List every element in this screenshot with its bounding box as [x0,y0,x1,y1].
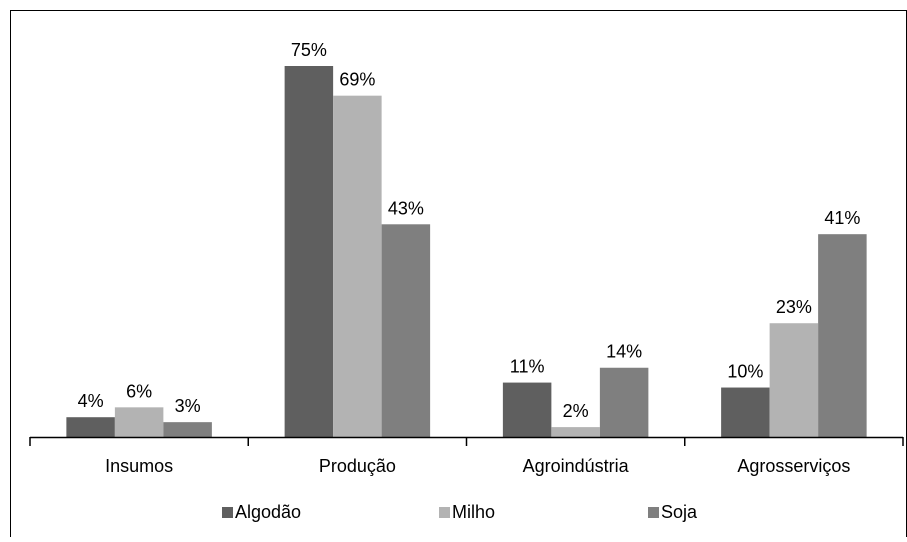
data-label-milho-1: 69% [339,70,375,90]
data-label-algodão-0: 4% [78,391,104,411]
legend-label-algodão: Algodão [235,502,301,522]
data-label-soja-0: 3% [175,396,201,416]
legend-label-milho: Milho [452,502,495,522]
data-label-soja-2: 14% [606,342,642,362]
bar-soja-2 [599,367,649,437]
data-label-algodão-3: 10% [727,362,763,382]
legend-swatch-algodão [222,507,233,518]
category-label: Agrosserviços [737,456,850,476]
bar-algodão-0 [66,417,115,437]
bar-algodão-3 [721,387,770,437]
x-axis-ticks [29,437,904,446]
bar-algodão-2 [502,382,552,437]
data-label-algodão-1: 75% [291,40,327,60]
legend-swatch-soja [648,507,659,518]
legend: Algodão Milho Soja [222,502,698,522]
data-label-milho-2: 2% [563,401,589,421]
bar-milho-3 [769,323,819,437]
x-axis-category-labels: Insumos Produção Agroindústria Agrosserviço… [105,456,850,476]
legend-label-soja: Soja [661,502,698,522]
bar-milho-1 [333,95,382,438]
category-label: Produção [319,456,396,476]
bar-milho-0 [114,407,164,437]
data-label-algodão-2: 11% [510,357,545,377]
bar-algodão-1 [284,66,334,437]
bar-soja-0 [163,422,212,437]
legend-swatch-milho [439,507,450,518]
data-label-milho-3: 23% [776,297,812,317]
data-label-soja-1: 43% [388,198,424,218]
bar-soja-3 [818,234,867,437]
data-labels-group: 4% 6% 3% 75% 69% 43% 11% 2% 14% 10% 23% 41% [78,40,861,421]
category-label: Agroindústria [523,456,630,476]
data-label-soja-3: 41% [824,208,860,228]
data-label-milho-0: 6% [126,381,152,401]
bars-group [66,66,867,438]
bar-milho-2 [551,427,600,437]
bar-soja-1 [381,224,431,437]
category-label: Insumos [105,456,173,476]
